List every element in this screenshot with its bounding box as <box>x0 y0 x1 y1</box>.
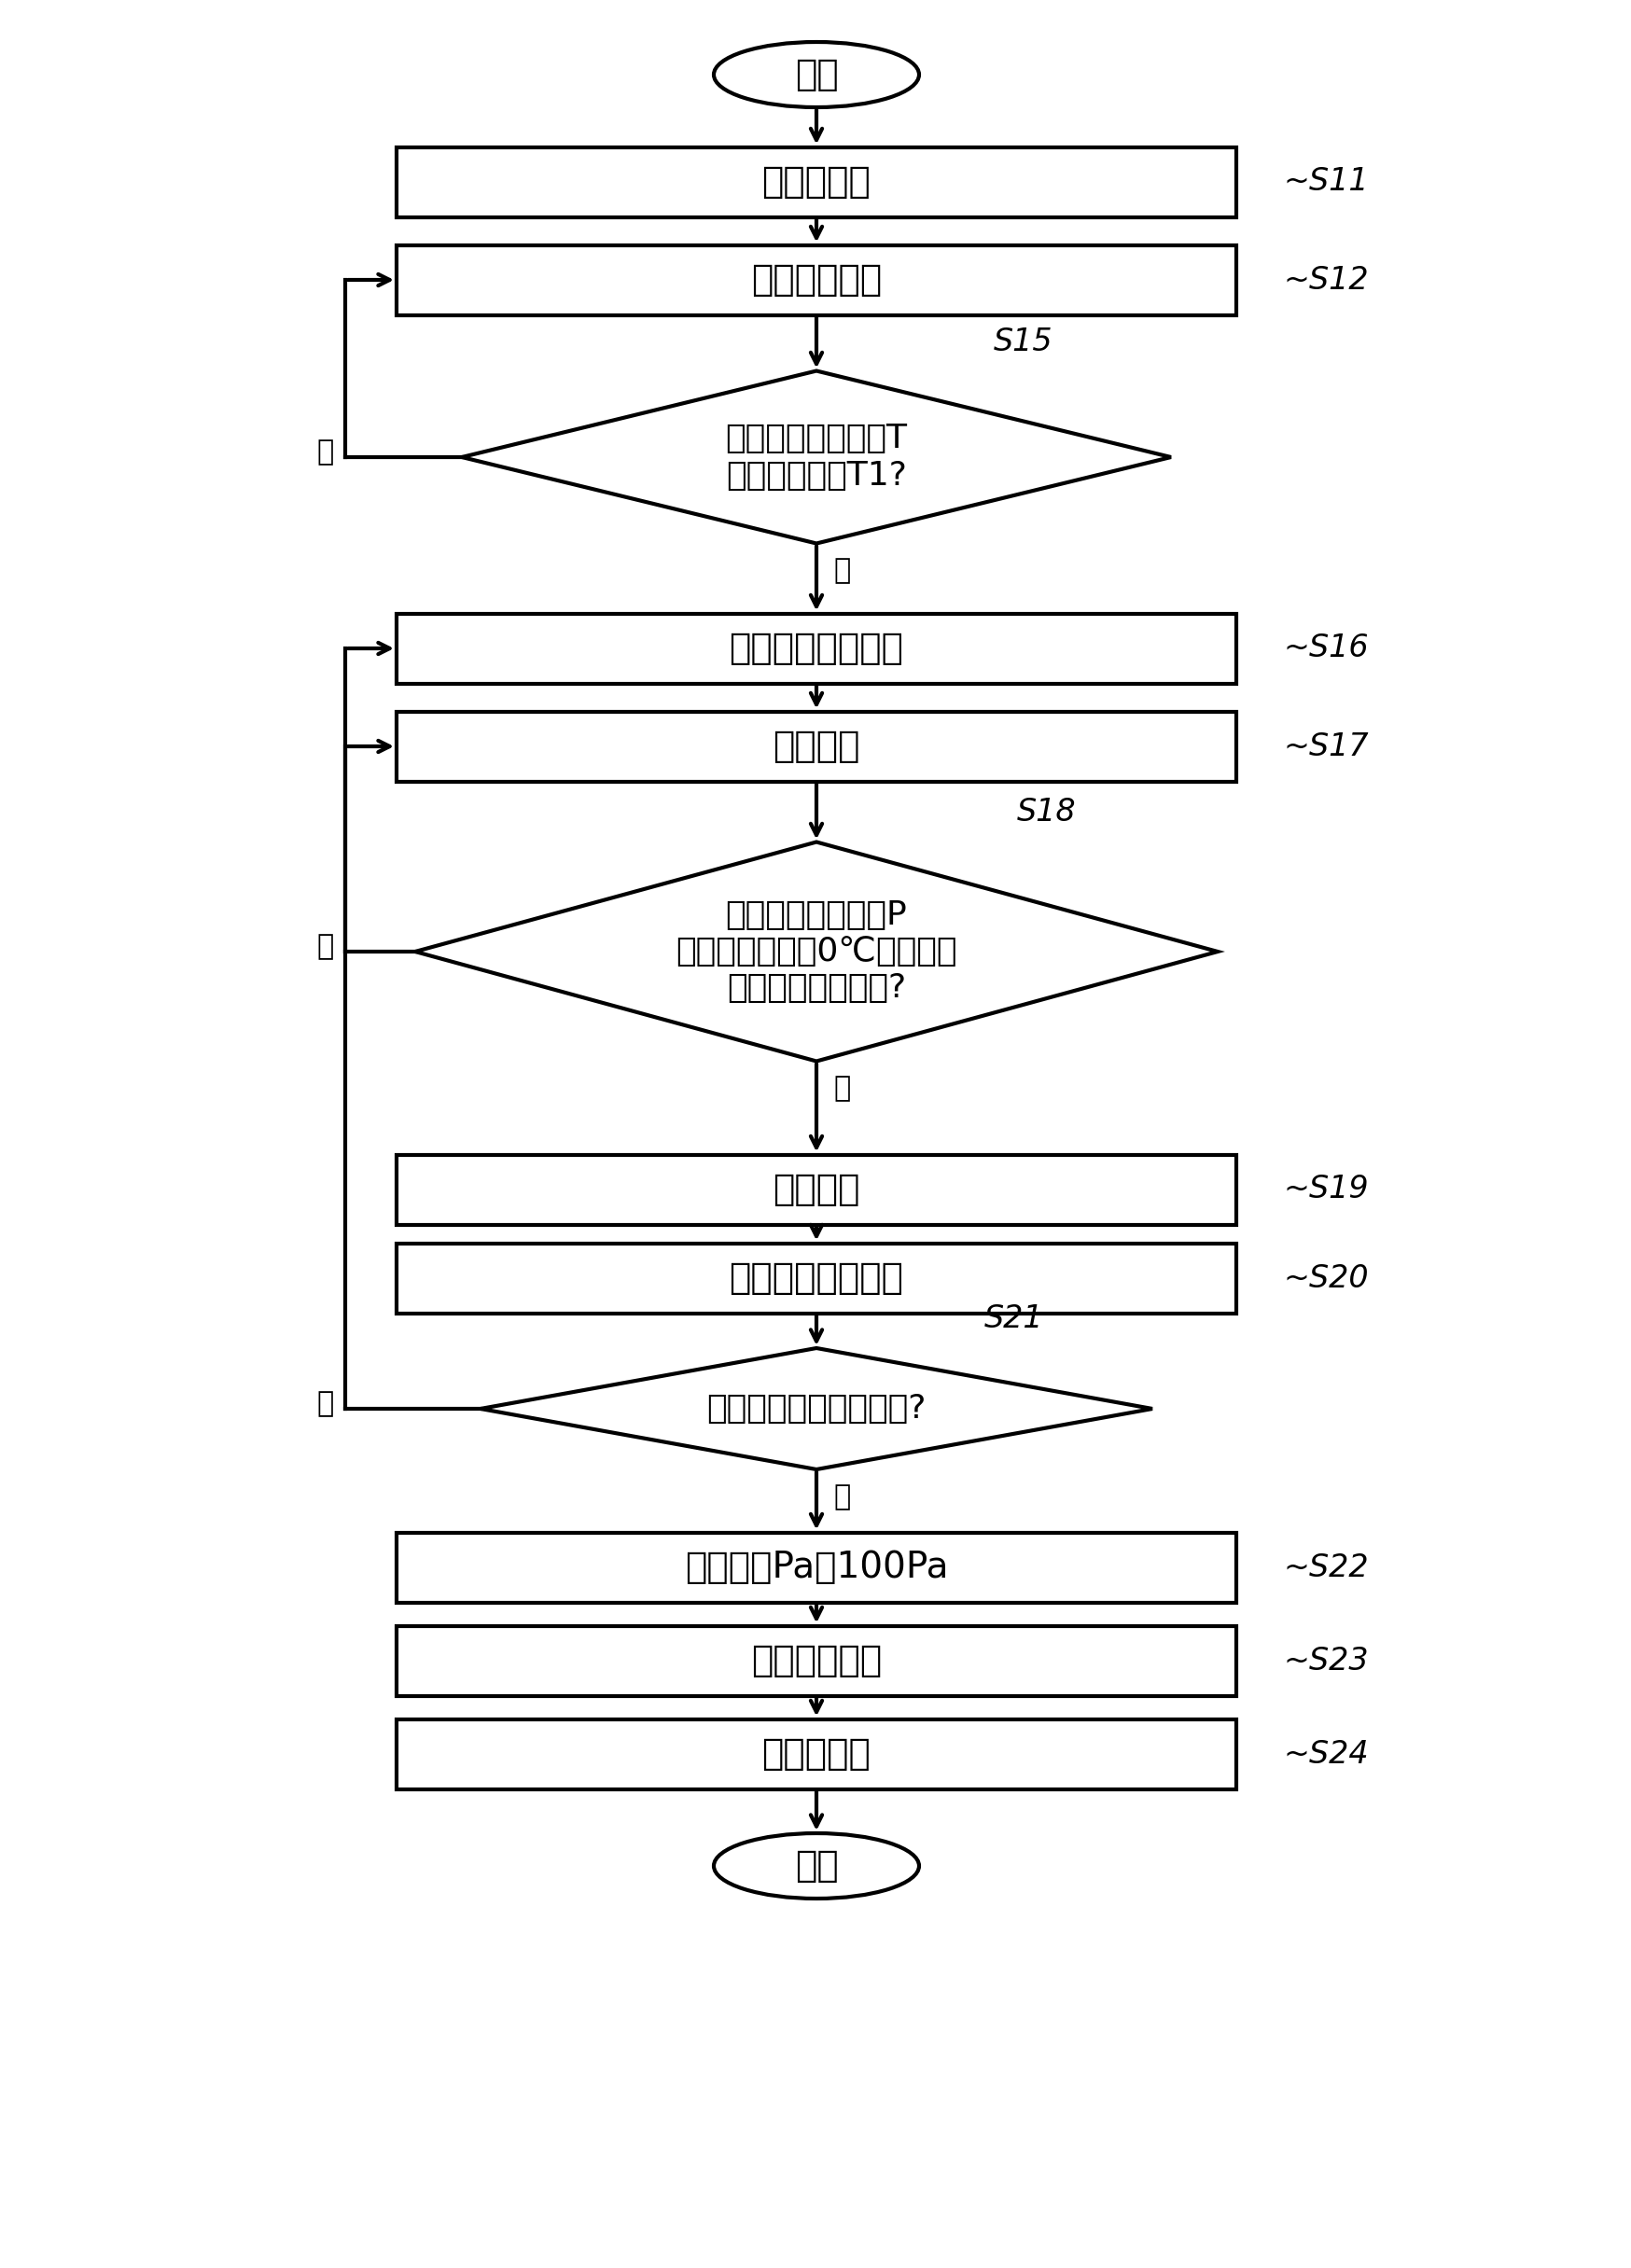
Text: 是: 是 <box>833 558 850 585</box>
FancyBboxPatch shape <box>396 712 1236 782</box>
FancyBboxPatch shape <box>396 1243 1236 1313</box>
Text: 引入清洗气体: 引入清洗气体 <box>750 263 881 297</box>
Ellipse shape <box>713 43 918 107</box>
FancyBboxPatch shape <box>396 1533 1236 1601</box>
FancyBboxPatch shape <box>396 1154 1236 1225</box>
Text: 停止低温泵: 停止低温泵 <box>762 163 871 200</box>
Text: 否: 否 <box>316 440 334 465</box>
Text: 泵容器的内部压力P
是否已经达到比0℃的水蒸汽
压力高的设定压力?: 泵容器的内部压力P 是否已经达到比0℃的水蒸汽 压力高的设定压力? <box>675 898 956 1005</box>
Text: 停止抽空: 停止抽空 <box>773 1173 860 1207</box>
FancyBboxPatch shape <box>396 1626 1236 1696</box>
Text: 执行抽空: 执行抽空 <box>773 728 860 764</box>
Polygon shape <box>462 372 1171 544</box>
Text: 是: 是 <box>316 1390 334 1418</box>
Text: 在泵容器内有任何水分?: 在泵容器内有任何水分? <box>706 1393 926 1424</box>
Text: ~S16: ~S16 <box>1282 633 1368 665</box>
Text: ~S24: ~S24 <box>1282 1740 1368 1769</box>
Text: ~S11: ~S11 <box>1282 166 1368 197</box>
Polygon shape <box>480 1347 1151 1470</box>
Polygon shape <box>414 841 1217 1061</box>
FancyBboxPatch shape <box>396 147 1236 218</box>
Text: 否: 否 <box>833 1483 850 1510</box>
Text: 驱动低温泵: 驱动低温泵 <box>762 1737 871 1771</box>
Text: 结束: 结束 <box>794 1848 838 1885</box>
Text: S15: S15 <box>993 327 1052 356</box>
Text: ~S20: ~S20 <box>1282 1263 1368 1293</box>
FancyBboxPatch shape <box>396 1719 1236 1789</box>
Text: ~S23: ~S23 <box>1282 1644 1368 1676</box>
Text: ~S17: ~S17 <box>1282 730 1368 762</box>
Text: ~S22: ~S22 <box>1282 1551 1368 1583</box>
Text: ~S19: ~S19 <box>1282 1175 1368 1204</box>
Text: 否: 否 <box>316 934 334 959</box>
FancyBboxPatch shape <box>396 612 1236 683</box>
Text: 执行压力升高测试: 执行压力升高测试 <box>729 1261 904 1295</box>
Text: 是: 是 <box>833 1075 850 1102</box>
Text: 抽空至数Pa至100Pa: 抽空至数Pa至100Pa <box>685 1549 948 1585</box>
Text: 第二低温板的温度T
高于设定温度T1?: 第二低温板的温度T 高于设定温度T1? <box>726 422 907 492</box>
Text: 开始: 开始 <box>794 57 838 93</box>
FancyBboxPatch shape <box>396 245 1236 315</box>
Text: S18: S18 <box>1016 798 1076 828</box>
Text: ~S12: ~S12 <box>1282 265 1368 295</box>
Ellipse shape <box>713 1833 918 1898</box>
Text: 停止引入清洗气体: 停止引入清洗气体 <box>729 631 904 667</box>
Text: S21: S21 <box>983 1304 1044 1334</box>
Text: 执行恢复测试: 执行恢复测试 <box>750 1642 881 1678</box>
